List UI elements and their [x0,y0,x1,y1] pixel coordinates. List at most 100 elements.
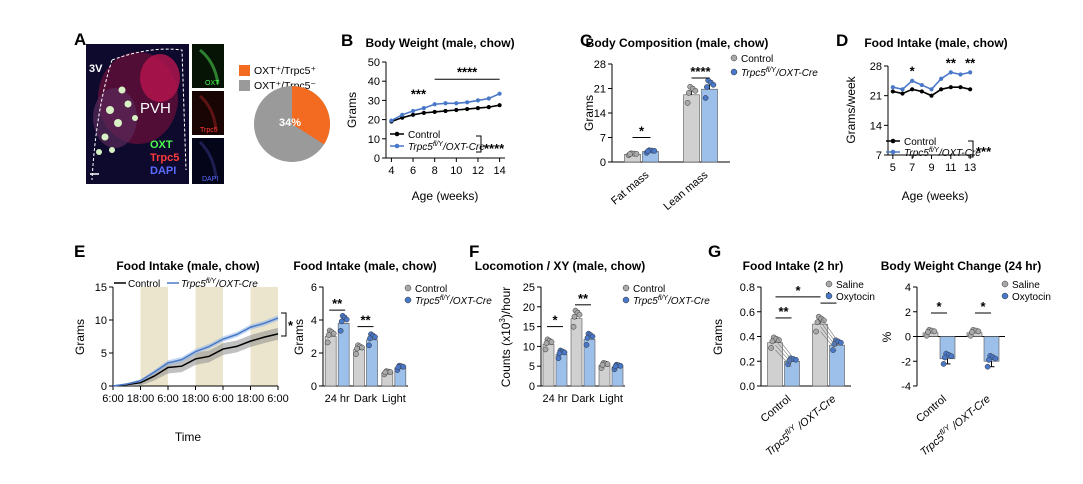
pie-percent-label: 34% [279,117,301,129]
legend-oxytocin-label: Oxytocin [1012,292,1051,303]
data-dot [940,361,947,367]
data-dot [633,150,640,157]
data-dot [556,350,563,357]
data-dot [684,100,691,106]
y-tick-label: 28 [870,61,882,73]
data-dot [813,328,819,335]
data-point [432,102,437,107]
sig-bracket [281,312,287,337]
y-tick-label: 28 [594,59,606,71]
x-tick-label: 6:00 [157,393,178,405]
data-dot [984,363,991,370]
data-dot [570,323,577,330]
legend-cre-label: Trpc5fl/Y/OXT-Cre [904,147,981,159]
legend-control-dot [404,284,412,292]
thumb-trpc5-label: Trpc5 [200,127,218,134]
y-tick-label: 0 [101,381,107,393]
data-point [890,89,895,94]
label-trpc5: Trpc5 [150,152,179,164]
x-tick-label: Control [759,393,794,425]
panel-letter: B [341,31,353,50]
data-dot [338,318,345,325]
label-dapi: DAPI [150,165,176,177]
y-tick-label: 4 [905,282,911,294]
x-tick-label: 7 [909,162,915,174]
data-point [400,112,405,117]
y-axis-label: Grams [582,95,596,131]
x-tick-label: 6:00 [267,393,288,405]
y-tick-label: 10 [95,315,107,327]
data-dot [604,361,611,368]
panel-a-letter: A [74,30,86,49]
data-dot [366,342,372,349]
y-axis-label: Grams [345,92,359,128]
data-dot [330,330,337,337]
x-tick-label: 9 [928,162,934,174]
x-tick-label: Light [599,393,623,405]
panel-letter: E [74,242,85,261]
y-tick-label: 0 [374,153,380,165]
y-axis-label: Grams/week [844,75,858,143]
data-point [958,85,963,90]
data-dot [561,349,568,356]
x-tick-label: Dark [571,393,595,405]
data-point [486,96,491,101]
data-dot [612,363,619,370]
data-dot [821,317,827,324]
data-point [968,70,973,75]
data-point [486,105,491,110]
chart-title: Food Intake (male, chow) [864,36,1007,50]
pie-chart [254,86,330,162]
y-tick-label: 2 [905,307,911,319]
data-point [929,87,934,92]
sig-bracket [968,140,974,158]
data-point [465,106,470,112]
data-point [454,101,459,106]
data-dot [387,369,394,375]
legend-control-dot [622,284,630,292]
thumb-dapi-label: DAPI [202,176,218,183]
chart-undefined: 0 2 4 6 24 hr Dark Light Food Intake (male, cho… [292,259,492,405]
legend-cre-label: Trpc5fl/Y/OXT-Cre [408,141,485,153]
data-point [465,100,470,105]
thumb-dapi-image [192,138,224,184]
data-dot [589,333,596,340]
sig-w13: ** [965,56,976,71]
data-point [454,107,459,113]
y-tick-label: 14 [594,108,606,120]
y-tick-label: 10 [523,341,535,353]
sig-label: * [980,299,986,314]
legend-control-label: Control [408,130,440,141]
y-tick-label: 4 [311,315,317,327]
legend-control-dot [890,138,896,144]
legend-cre-dot [730,68,738,76]
sig-lean: **** [690,64,711,79]
y-tick-label: 50 [368,57,380,69]
sig-label: ** [578,291,589,306]
sig-overall: * [288,318,294,333]
y-tick-label: 7 [600,133,606,145]
sig-range: **** [457,64,478,79]
data-point [929,93,934,98]
pie-legend-pos: OXT⁺/Trpc5⁺ [254,65,316,77]
sig-w11: ** [946,56,957,71]
legend-control-label: Control [128,279,160,290]
y-tick-label: 20 [368,115,380,127]
x-axis-label: Age (weeks) [902,189,969,203]
label-oxt: OXT [150,139,173,151]
data-dot [542,346,549,353]
data-point [948,85,953,90]
y-tick-label: 0.4 [740,332,755,344]
data-point [900,91,905,96]
y-axis-label: Grams [292,319,306,355]
paired-line [820,321,837,344]
series-line-cre [112,317,279,387]
series-line-control [112,333,279,387]
panel-letter: C [580,31,592,50]
sig-bracket [476,135,482,153]
data-dot [543,340,550,347]
panel-a: A 3V PVH OXT Trpc5 DAPI OXT Trpc5 DAPI O… [74,30,330,184]
pie-legend-pos-swatch [239,65,250,76]
data-dot [548,339,555,345]
